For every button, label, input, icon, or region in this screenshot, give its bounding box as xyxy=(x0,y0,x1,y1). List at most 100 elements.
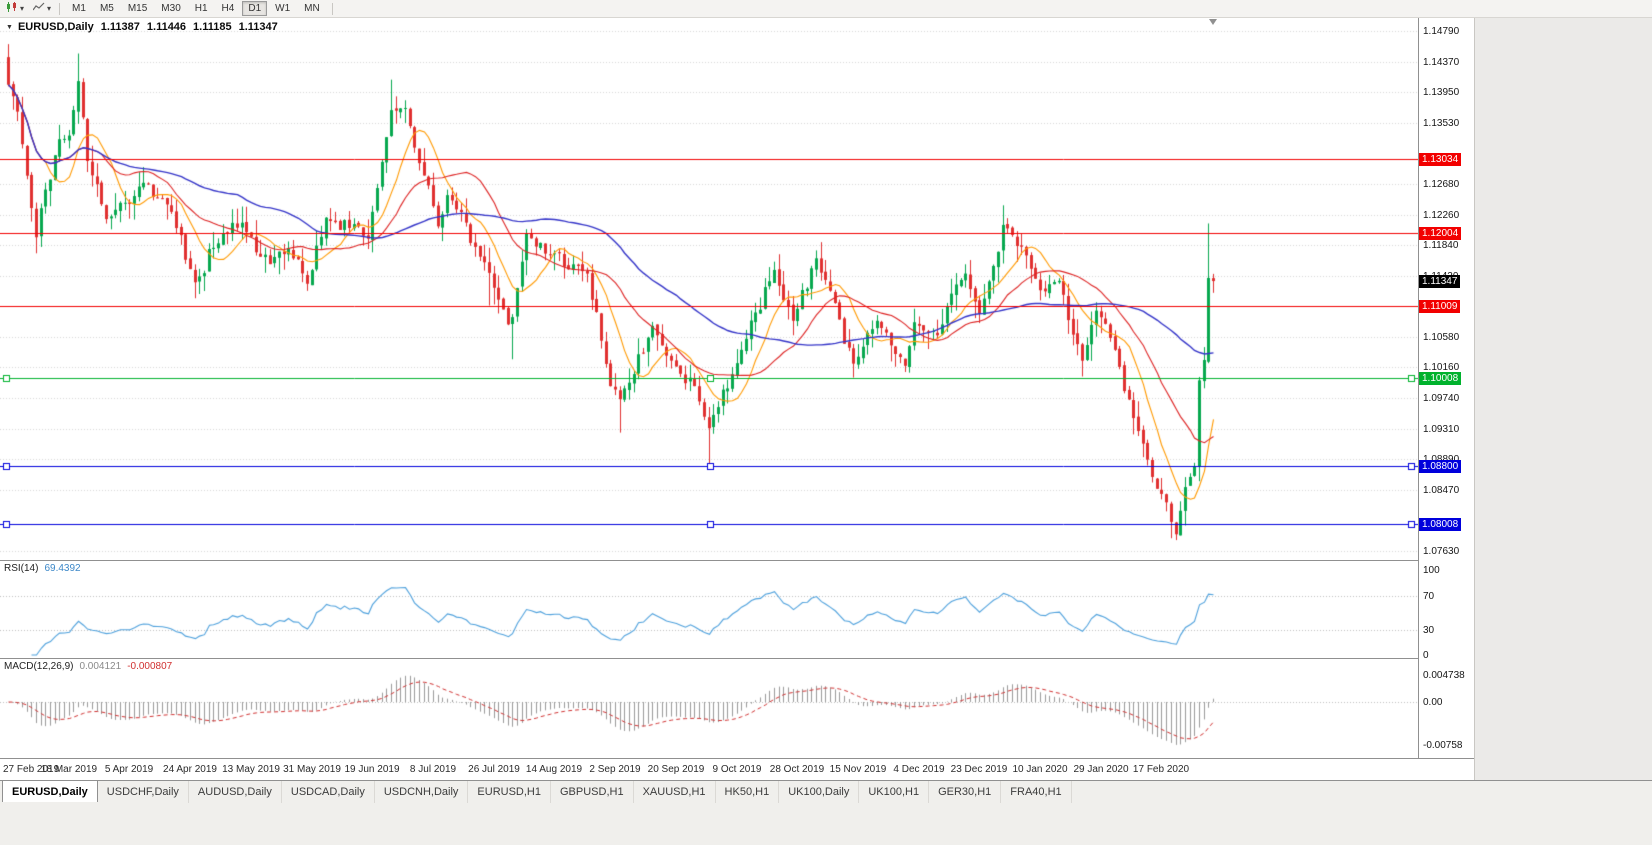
chart-tab-eurusd-daily[interactable]: EURUSD,Daily xyxy=(2,780,98,802)
date-label: 4 Dec 2019 xyxy=(893,764,945,775)
price-tick-label: 1.10160 xyxy=(1423,362,1460,374)
toolbar-separator xyxy=(59,2,61,15)
price-tick-label: 1.07630 xyxy=(1423,546,1460,557)
chart-tab-usdcnh-daily[interactable]: USDCNH,Daily xyxy=(375,781,469,803)
date-label: 17 Feb 2020 xyxy=(1132,764,1190,775)
timeframe-button-m30[interactable]: M30 xyxy=(161,3,181,14)
chart-tab-gbpusd-h1[interactable]: GBPUSD,H1 xyxy=(551,781,634,803)
chart-type-button[interactable]: ▾ xyxy=(3,1,27,16)
chart-symbol-period: EURUSD,Daily xyxy=(17,21,94,33)
zoom-dropdown-button[interactable]: ▾ xyxy=(30,1,54,16)
price-tick-label: 1.13950 xyxy=(1423,87,1460,98)
date-label: 19 Jun 2019 xyxy=(344,764,400,775)
price-tick-label: 1.14790 xyxy=(1423,26,1460,37)
status-area xyxy=(0,802,1652,845)
price-level-label: 1.08008 xyxy=(1419,517,1462,531)
rsi-value: 69.4392 xyxy=(44,563,81,574)
price-level-label: 1.12004 xyxy=(1419,227,1462,241)
rsi-tick-label: 100 xyxy=(1423,565,1440,576)
current-price-label: 1.11347 xyxy=(1419,275,1461,289)
chart-shift-marker[interactable] xyxy=(1209,19,1217,25)
date-label: 15 Nov 2019 xyxy=(829,764,887,775)
price-level-label: 1.10008 xyxy=(1419,372,1462,386)
price-tick-label: 1.09310 xyxy=(1423,423,1460,435)
timeframe-button-h1[interactable]: H1 xyxy=(194,3,208,14)
rsi-tick-label: 70 xyxy=(1423,590,1435,602)
macd-tick-label: 0.00 xyxy=(1423,697,1443,708)
date-label: 14 Aug 2019 xyxy=(525,764,583,775)
price-level-label: 1.11009 xyxy=(1419,299,1461,313)
macd-panel-separator[interactable] xyxy=(0,658,1474,659)
chart-tab-ger30-h1[interactable]: GER30,H1 xyxy=(929,781,1002,803)
price-chart-canvas[interactable] xyxy=(0,17,1418,758)
price-axis[interactable]: 1.14790 1.14370 1.13950 1.13530 1.12680 1.122… xyxy=(1418,17,1475,758)
candlestick-chart-icon xyxy=(6,2,18,15)
collapse-chart-icon[interactable]: ▼ xyxy=(6,23,13,31)
chart-tab-usdchf-daily[interactable]: USDCHF,Daily xyxy=(98,781,189,803)
date-label: 18 Mar 2019 xyxy=(40,764,98,775)
date-axis[interactable]: 27 Feb 2019 18 Mar 2019 5 Apr 2019 24 Apr 2… xyxy=(0,758,1474,781)
timeframe-button-mn[interactable]: MN xyxy=(304,3,320,14)
price-tick-label: 1.11840 xyxy=(1423,240,1459,252)
chart-tab-uk100-h1[interactable]: UK100,H1 xyxy=(859,781,930,803)
chart-tab-hk50-h1[interactable]: HK50,H1 xyxy=(716,781,780,803)
macd-signal-value: -0.000807 xyxy=(127,661,173,672)
chart-tab-uk100-daily[interactable]: UK100,Daily xyxy=(779,781,860,803)
chart-header: ▼ EURUSD,Daily 1.11387 1.11446 1.11185 1… xyxy=(6,21,278,33)
right-empty-area xyxy=(1474,17,1652,780)
price-level-label: 1.08800 xyxy=(1419,460,1462,474)
rsi-tick-label: 0 xyxy=(1423,650,1429,661)
chevron-down-icon: ▾ xyxy=(20,3,25,13)
price-tick-label: 1.09740 xyxy=(1423,392,1460,404)
rsi-name: RSI(14) xyxy=(4,563,39,574)
chart-tab-bar: EURUSD,Daily USDCHF,Daily AUDUSD,Daily USDC… xyxy=(0,780,1652,803)
ohlc-open: 1.11387 xyxy=(100,21,140,33)
price-tick-label: 1.08470 xyxy=(1423,484,1460,496)
timeframe-button-m15[interactable]: M15 xyxy=(127,3,148,14)
date-label: 10 Jan 2020 xyxy=(1012,764,1068,775)
toolbar: ▾ ▾ M1 M5 M15 M30 H1 H4 D1 W1 MN xyxy=(0,0,1652,18)
ohlc-low: 1.11185 xyxy=(193,21,232,33)
macd-indicator-label: MACD(12,26,9) 0.004121 -0.000807 xyxy=(4,661,172,672)
toolbar-separator xyxy=(331,2,333,15)
timeframe-button-w1[interactable]: W1 xyxy=(275,3,291,14)
date-label: 23 Dec 2019 xyxy=(950,764,1008,775)
date-label: 8 Jul 2019 xyxy=(409,764,457,775)
timeframe-button-h4[interactable]: H4 xyxy=(221,3,235,14)
date-label: 27 Feb 2019 xyxy=(3,764,60,775)
price-tick-label: 1.14370 xyxy=(1423,56,1460,68)
timeframe-button-group: M1 M5 M15 M30 H1 H4 D1 W1 MN xyxy=(65,1,327,16)
price-level-label: 1.13034 xyxy=(1419,152,1462,166)
chart-tab-eurusd-h1[interactable]: EURUSD,H1 xyxy=(468,781,551,803)
rsi-panel-separator[interactable] xyxy=(0,560,1474,561)
date-label: 26 Jul 2019 xyxy=(468,764,520,775)
line-chart-icon xyxy=(32,2,45,15)
chart-tab-fra40-h1[interactable]: FRA40,H1 xyxy=(1001,781,1072,803)
ohlc-close: 1.11347 xyxy=(238,21,278,33)
date-label: 9 Oct 2019 xyxy=(712,764,762,775)
macd-tick-label: -0.00758 xyxy=(1423,740,1463,752)
price-tick-label: 1.12680 xyxy=(1423,179,1460,191)
timeframe-button-m5[interactable]: M5 xyxy=(99,3,114,14)
date-label: 28 Oct 2019 xyxy=(769,764,825,775)
chevron-down-icon: ▾ xyxy=(47,3,52,13)
price-tick-label: 1.12260 xyxy=(1423,209,1460,221)
date-label: 24 Apr 2019 xyxy=(163,764,217,775)
chart-tab-audusd-daily[interactable]: AUDUSD,Daily xyxy=(189,781,282,803)
date-label: 5 Apr 2019 xyxy=(104,764,154,775)
macd-tick-label: 0.004738 xyxy=(1423,670,1465,682)
date-label: 31 May 2019 xyxy=(283,764,341,775)
ohlc-high: 1.11446 xyxy=(146,21,187,33)
chart-tab-usdcad-daily[interactable]: USDCAD,Daily xyxy=(282,781,375,803)
rsi-tick-label: 30 xyxy=(1423,624,1435,636)
timeframe-button-m1[interactable]: M1 xyxy=(72,3,86,14)
date-label: 13 May 2019 xyxy=(222,764,280,775)
price-tick-label: 1.10580 xyxy=(1423,331,1460,343)
date-label: 20 Sep 2019 xyxy=(647,764,705,775)
price-tick-label: 1.08890 xyxy=(1423,454,1459,465)
timeframe-button-d1[interactable]: D1 xyxy=(242,1,268,16)
macd-name: MACD(12,26,9) xyxy=(4,661,74,672)
chart-tab-xauusd-h1[interactable]: XAUUSD,H1 xyxy=(634,781,716,803)
rsi-indicator-label: RSI(14) 69.4392 xyxy=(4,563,81,574)
